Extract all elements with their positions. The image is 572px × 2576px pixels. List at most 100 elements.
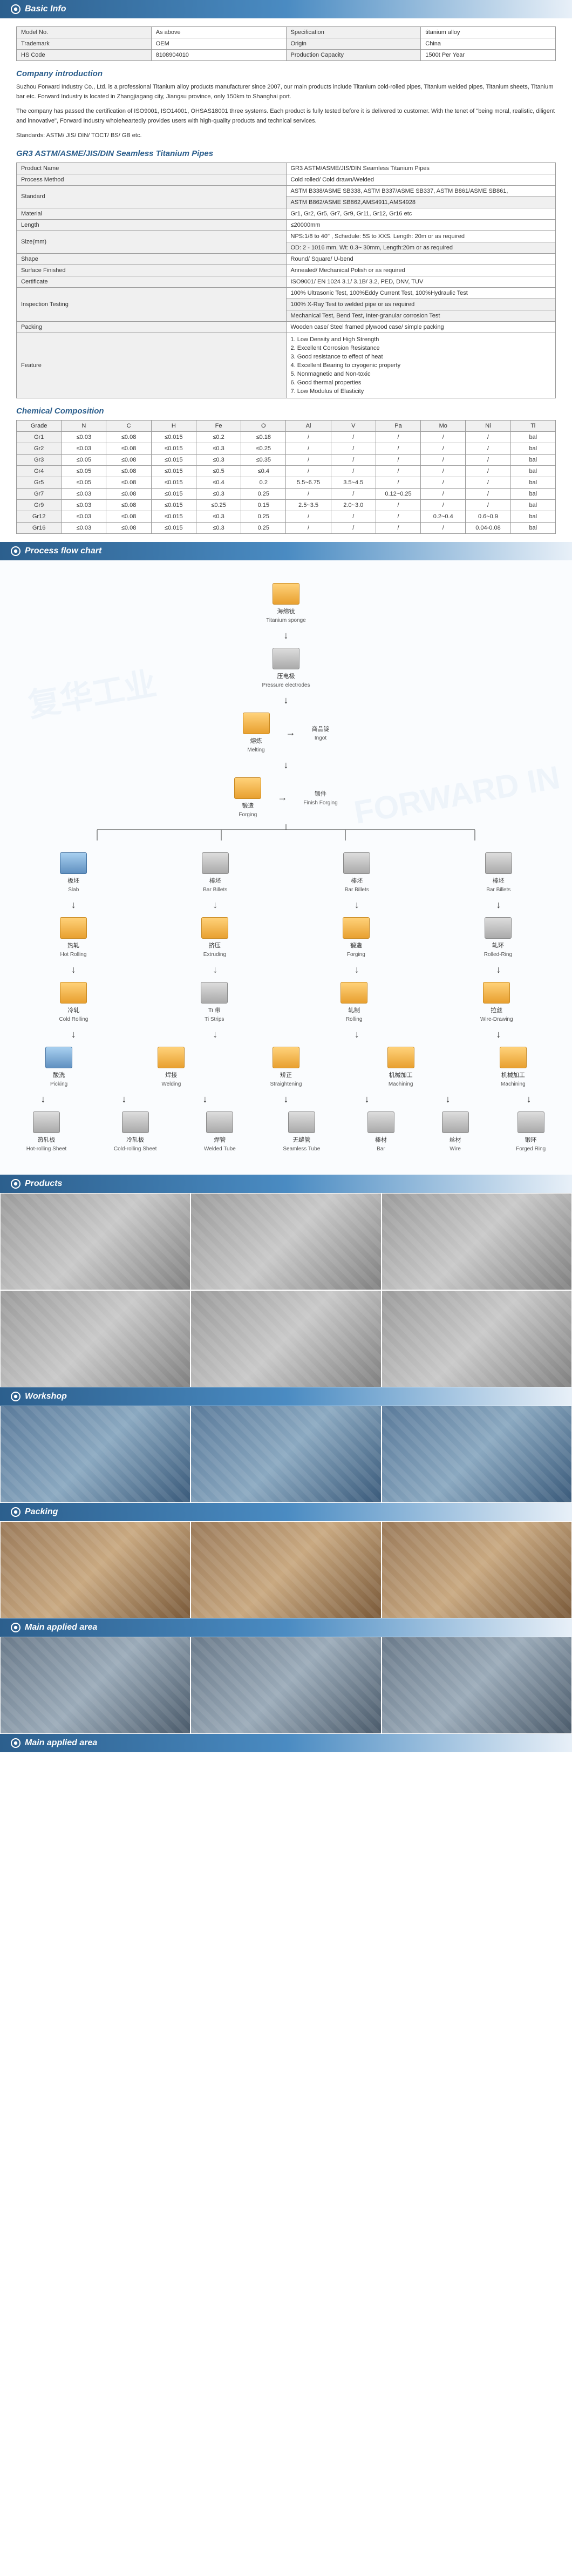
table-row: Gr5≤0.05≤0.08≤0.015≤0.40.25.5~6.753.5~4.…: [17, 477, 556, 488]
chem-cell: ≤0.015: [151, 477, 196, 488]
chem-cell: bal: [510, 511, 555, 522]
chem-cell: /: [421, 499, 466, 511]
chem-header: Pa: [376, 420, 420, 431]
chem-cell: ≤0.015: [151, 488, 196, 499]
chem-cell: ≤0.015: [151, 465, 196, 477]
table-row: CertificateISO9001/ EN 1024 3.1/ 3.1B/ 3…: [17, 276, 556, 287]
chem-cell: ≤0.05: [62, 454, 106, 465]
chem-cell: 0.25: [241, 522, 286, 533]
table-row: Gr2≤0.03≤0.08≤0.015≤0.3≤0.25/////bal: [17, 443, 556, 454]
chem-cell: Gr7: [17, 488, 62, 499]
product-image: [0, 1193, 190, 1290]
workshop-row: [0, 1406, 572, 1503]
section-header-basic-info: Basic Info: [0, 0, 572, 18]
intro-p1: Suzhou Forward Industry Co., Ltd. is a p…: [16, 83, 556, 101]
flow-product-wire: 丝材Wire: [442, 1111, 469, 1152]
rolling-icon: [341, 982, 367, 1004]
chem-cell: 0.12~0.25: [376, 488, 420, 499]
flow-node-forging: 锻造Forging: [234, 777, 261, 818]
chem-cell: bal: [510, 443, 555, 454]
flow-chart: 复华工业 FORWARD IN 海绵钛Titanium sponge ↓ 压电极…: [0, 560, 572, 1175]
section-title: Main applied area: [25, 1738, 97, 1748]
chem-cell: ≤0.2: [196, 431, 241, 443]
chem-header: H: [151, 420, 196, 431]
chem-header: Mo: [421, 420, 466, 431]
chem-cell: ≤0.35: [241, 454, 286, 465]
chem-cell: ≤0.015: [151, 431, 196, 443]
flow-node-billets3: 棒坯Bar Billets: [485, 852, 512, 893]
chem-cell: ≤0.3: [196, 522, 241, 533]
ring-icon: [517, 1111, 544, 1133]
forging-icon: [234, 777, 261, 799]
product-image: [382, 1193, 572, 1290]
billets-icon: [343, 852, 370, 874]
chem-cell: /: [331, 511, 376, 522]
table-row: TrademarkOEM OriginChina: [17, 38, 556, 50]
workshop-image: [0, 1406, 190, 1503]
table-row: HS Code8108904010 Production Capacity150…: [17, 50, 556, 61]
table-row: Size(mm)NPS:1/8 to 40" , Schedule: 5S to…: [17, 231, 556, 242]
table-row: Gr1≤0.03≤0.08≤0.015≤0.2≤0.18/////bal: [17, 431, 556, 443]
flow-node-wire-drawing: 拉丝Wire-Drawing: [480, 982, 513, 1022]
flow-node-rolled-ring: 轧环Rolled-Ring: [484, 917, 512, 958]
flow-node-straightening: 矫正Straightening: [270, 1047, 302, 1087]
chem-cell: ≤0.03: [62, 522, 106, 533]
table-row: Gr3≤0.05≤0.08≤0.015≤0.3≤0.35/////bal: [17, 454, 556, 465]
chem-cell: /: [466, 454, 510, 465]
billets-icon: [202, 852, 229, 874]
chem-cell: /: [331, 488, 376, 499]
bar-icon: [367, 1111, 394, 1133]
chem-cell: Gr5: [17, 477, 62, 488]
chem-table: GradeNCHFeOAlVPaMoNiTiGr1≤0.03≤0.08≤0.01…: [16, 420, 556, 534]
chem-cell: 0.6~0.9: [466, 511, 510, 522]
product-image: [190, 1290, 381, 1387]
cell-label: HS Code: [17, 50, 152, 61]
chem-cell: ≤0.08: [106, 511, 151, 522]
chem-cell: Gr9: [17, 499, 62, 511]
chem-cell: /: [376, 431, 420, 443]
chem-cell: /: [421, 477, 466, 488]
chem-header: Ni: [466, 420, 510, 431]
strips-icon: [201, 982, 228, 1004]
chem-header: N: [62, 420, 106, 431]
cell-label: Origin: [286, 38, 421, 50]
chem-cell: 0.25: [241, 511, 286, 522]
table-row: Model No.As above Specificationtitanium …: [17, 27, 556, 38]
table-row: MaterialGr1, Gr2, Gr5, Gr7, Gr9, Gr11, G…: [17, 208, 556, 219]
list-item: 5. Nonmagnetic and Non-toxic: [291, 370, 551, 378]
right-arrow-icon: →: [286, 727, 296, 738]
section-title: Process flow chart: [25, 546, 101, 556]
cold-rolling-icon: [60, 982, 87, 1004]
chem-cell: ≤0.08: [106, 522, 151, 533]
cell-value: titanium alloy: [421, 27, 556, 38]
billets-icon: [485, 852, 512, 874]
section-header-main-area: Main applied area: [0, 1618, 572, 1637]
chem-cell: Gr2: [17, 443, 62, 454]
chem-cell: 0.2: [241, 477, 286, 488]
area-image: [190, 1637, 381, 1734]
chem-cell: 2.0~3.0: [331, 499, 376, 511]
flow-node-ti-strips: Ti 带Ti Strips: [201, 982, 228, 1022]
packing-image: [382, 1521, 572, 1618]
chem-cell: ≤0.05: [62, 477, 106, 488]
basic-info-table: Model No.As above Specificationtitanium …: [16, 26, 556, 61]
chem-cell: ≤0.3: [196, 488, 241, 499]
chem-cell: /: [331, 454, 376, 465]
chem-cell: /: [286, 431, 331, 443]
chem-cell: /: [376, 511, 420, 522]
spec-table: Product NameGR3 ASTM/ASME/JIS/DIN Seamle…: [16, 162, 556, 398]
chem-cell: ≤0.18: [241, 431, 286, 443]
table-row: Gr16≤0.03≤0.08≤0.015≤0.30.25////0.04-0.0…: [17, 522, 556, 533]
chem-cell: ≤0.25: [241, 443, 286, 454]
chem-header: C: [106, 420, 151, 431]
chem-header: Grade: [17, 420, 62, 431]
chem-cell: /: [466, 443, 510, 454]
chem-cell: /: [286, 522, 331, 533]
table-row: Length≤20000mm: [17, 219, 556, 231]
cell-label: Trademark: [17, 38, 152, 50]
chem-header: V: [331, 420, 376, 431]
flow-product-welded-tube: 焊管Welded Tube: [204, 1111, 236, 1152]
table-row: Feature 1. Low Density and High Strength…: [17, 333, 556, 398]
chem-cell: Gr12: [17, 511, 62, 522]
down-arrow-icon: ↓: [284, 630, 289, 641]
